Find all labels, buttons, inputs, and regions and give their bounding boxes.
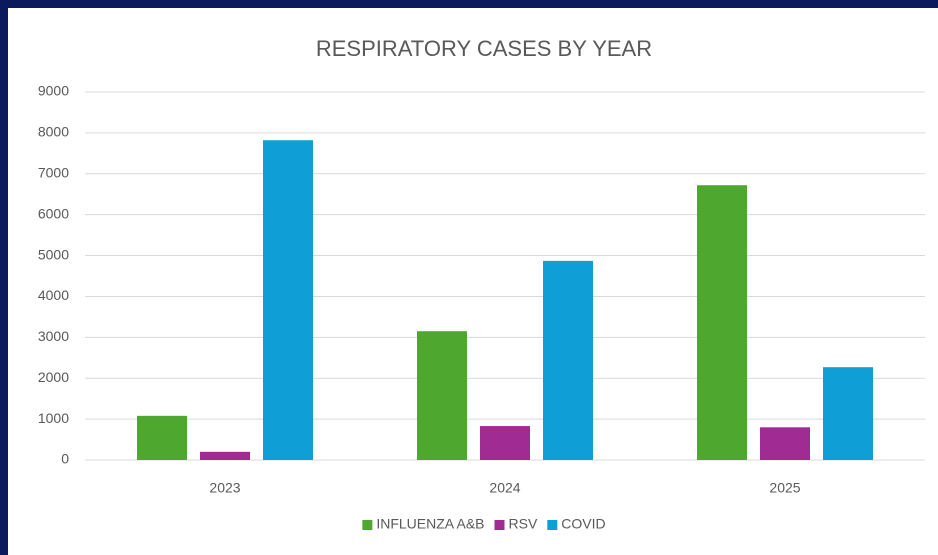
bar bbox=[417, 331, 467, 460]
y-tick-label: 3000 bbox=[38, 328, 69, 344]
y-tick-label: 4000 bbox=[38, 287, 69, 303]
legend-swatch bbox=[362, 520, 373, 530]
bar bbox=[760, 427, 810, 460]
bar bbox=[697, 185, 747, 460]
bar bbox=[480, 426, 530, 460]
legend-label: INFLUENZA A&B bbox=[376, 516, 484, 532]
legend-swatch bbox=[494, 520, 505, 530]
y-tick-label: 9000 bbox=[38, 83, 69, 99]
bar bbox=[823, 367, 873, 460]
x-tick-label: 2024 bbox=[489, 480, 520, 496]
bar bbox=[263, 140, 313, 460]
y-tick-label: 1000 bbox=[38, 410, 69, 426]
y-tick-label: 0 bbox=[61, 451, 69, 467]
bar bbox=[137, 415, 187, 460]
bar bbox=[200, 451, 250, 460]
y-tick-label: 2000 bbox=[38, 369, 69, 385]
y-tick-label: 6000 bbox=[38, 205, 69, 221]
y-tick-label: 8000 bbox=[38, 124, 69, 140]
legend-label: RSV bbox=[509, 516, 538, 532]
x-tick-label: 2025 bbox=[769, 480, 800, 496]
bar bbox=[543, 260, 593, 460]
legend-label: COVID bbox=[561, 516, 605, 532]
x-tick-label: 2023 bbox=[209, 480, 240, 496]
y-tick-label: 7000 bbox=[38, 164, 69, 180]
y-tick-label: 5000 bbox=[38, 246, 69, 262]
legend-swatch bbox=[547, 520, 558, 530]
chart-title: RESPIRATORY CASES BY YEAR bbox=[316, 36, 652, 61]
